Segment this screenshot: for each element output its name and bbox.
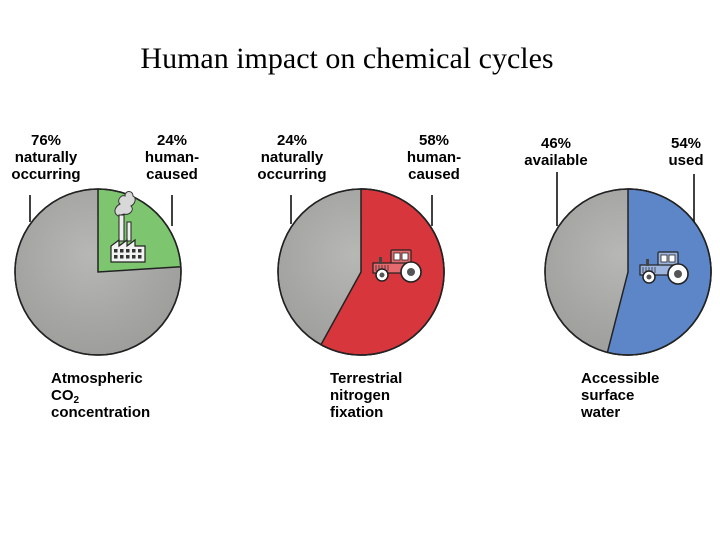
tractor-icon (372, 249, 422, 283)
water-used-label: 54% used (668, 135, 704, 169)
nitrogen-human-label: 58% human- caused (406, 132, 462, 183)
water-pie-border (544, 188, 712, 356)
nitrogen-natural-label: 24% naturally occurring (257, 132, 327, 183)
tractor-icon (639, 251, 689, 285)
page-title: Human impact on chemical cycles (140, 42, 554, 75)
nitrogen-pie-border (277, 188, 445, 356)
nitrogen-caption: Terrestrial nitrogen fixation (330, 370, 403, 421)
water-caption: Accessible surface water (581, 370, 660, 421)
pie-chart-co2 (14, 188, 182, 356)
co2-caption: Atmospheric CO2 concentration (51, 370, 151, 421)
water-available-label: 46% available (524, 135, 588, 169)
factory-icon (110, 191, 146, 263)
co2-pie-border (14, 188, 182, 356)
co2-human-label: 24% human- caused (144, 132, 200, 183)
co2-natural-label: 76% naturally occurring (11, 132, 81, 183)
